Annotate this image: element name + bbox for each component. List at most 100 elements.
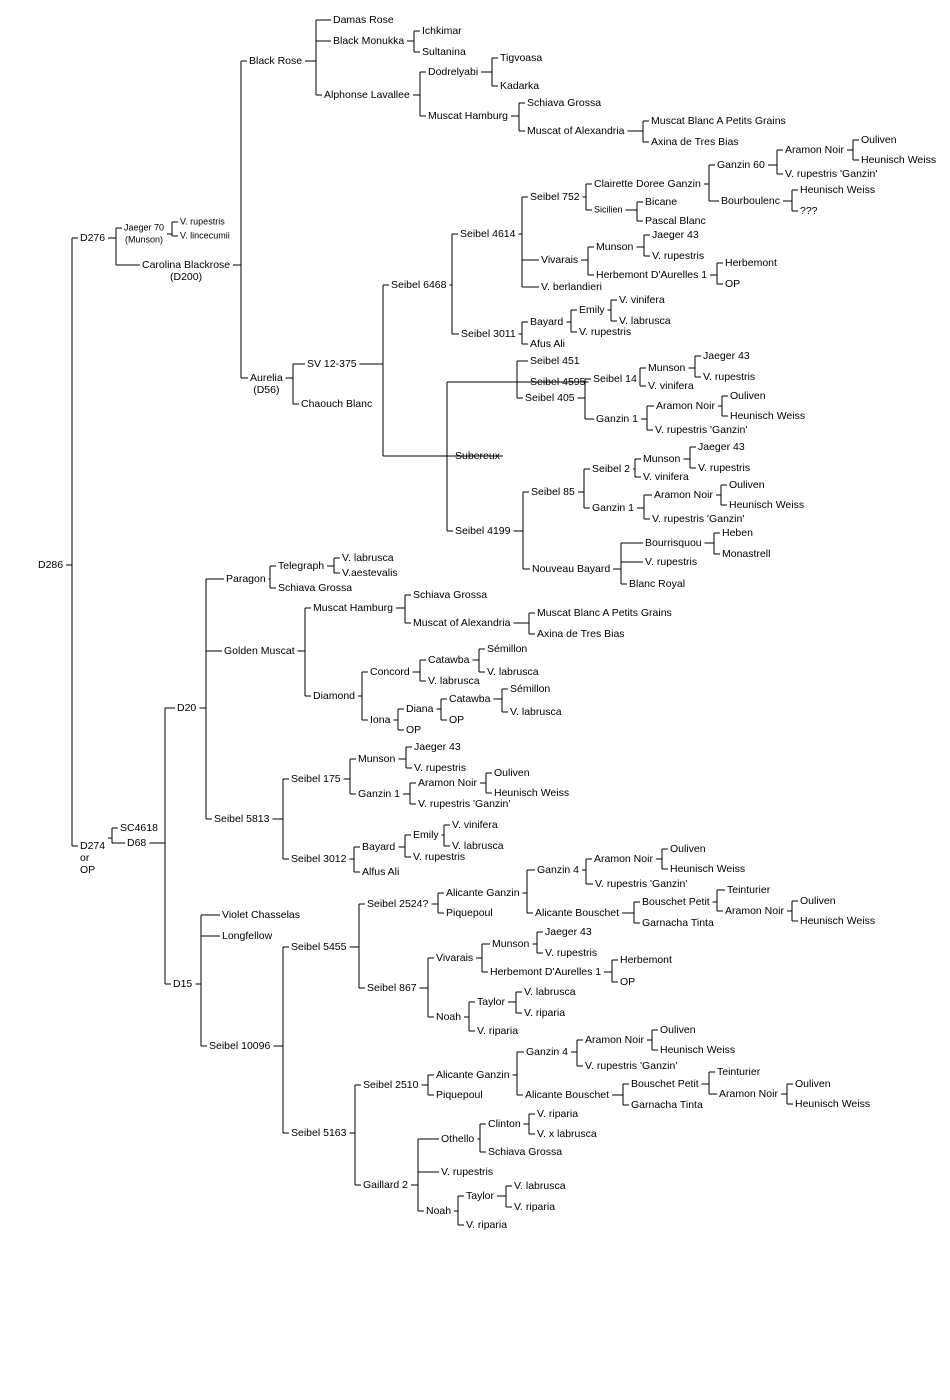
node-aramon-noir: Aramon Noir: [418, 777, 477, 789]
node-blanc-royal: Blanc Royal: [629, 578, 685, 590]
node-catawba: Catawba: [428, 654, 470, 666]
node-muscat-blanc-a-petits-grains: Muscat Blanc A Petits Grains: [651, 115, 786, 127]
node-muscat-of-alexandria: Muscat of Alexandria: [413, 617, 511, 629]
node-v-rupestris-ganzin: V. rupestris 'Ganzin': [585, 1060, 677, 1072]
node-clinton: Clinton: [488, 1118, 521, 1130]
node-ganzin-60: Ganzin 60: [717, 159, 765, 171]
node-v-rupestris: V. rupestris: [441, 1166, 493, 1178]
node-d15: D15: [173, 978, 192, 990]
node-axina-de-tres-bias: Axina de Tres Bias: [537, 628, 625, 640]
node-carolina-blackrose-line2: (D200): [170, 271, 202, 283]
node-d68: D68: [127, 837, 146, 849]
node-seibel-175: Seibel 175: [291, 773, 341, 785]
node-black-rose: Black Rose: [249, 55, 302, 67]
node-noah: Noah: [426, 1205, 451, 1217]
node-v-rupestris: V. rupestris: [652, 250, 704, 262]
node-s-millon: Sémillon: [487, 643, 527, 655]
node-bourrisquou: Bourrisquou: [645, 537, 702, 549]
node-schiava-grossa: Schiava Grossa: [527, 97, 601, 109]
node-aramon-noir: Aramon Noir: [719, 1088, 778, 1100]
node-teinturier: Teinturier: [717, 1066, 761, 1078]
node-muscat-blanc-a-petits-grains: Muscat Blanc A Petits Grains: [537, 607, 672, 619]
node-seibel-10096: Seibel 10096: [209, 1040, 270, 1052]
node-gaillard-2: Gaillard 2: [363, 1179, 408, 1191]
node-heunisch-weiss: Heunisch Weiss: [494, 787, 569, 799]
node-seibel-5813: Seibel 5813: [214, 813, 270, 825]
node-ouliven: Ouliven: [660, 1024, 696, 1036]
node-teinturier: Teinturier: [727, 884, 771, 896]
node-aurelia-line2: (D56): [253, 384, 279, 396]
node-ganzin-1: Ganzin 1: [592, 502, 634, 514]
node-violet-chasselas: Violet Chasselas: [222, 909, 300, 921]
node-sicilien: Sicilien: [594, 204, 623, 214]
node-jaeger-43: Jaeger 43: [703, 350, 750, 362]
node-diana: Diana: [406, 703, 434, 715]
node-ganzin-4: Ganzin 4: [537, 864, 579, 876]
node-v-rupestris: V. rupestris: [413, 851, 465, 863]
node-afus-ali: Afus Ali: [530, 338, 565, 350]
node-noah: Noah: [436, 1011, 461, 1023]
node-garnacha-tinta: Garnacha Tinta: [631, 1099, 703, 1111]
node-schiava-grossa: Schiava Grossa: [278, 582, 352, 594]
node-v-rupestris-ganzin: V. rupestris 'Ganzin': [595, 878, 687, 890]
node-schiava-grossa: Schiava Grossa: [413, 589, 487, 601]
node-ganzin-1: Ganzin 1: [358, 788, 400, 800]
node-heunisch-weiss: Heunisch Weiss: [861, 154, 936, 166]
node-muscat-hamburg: Muscat Hamburg: [428, 110, 508, 122]
node-seibel-3012: Seibel 3012: [291, 853, 347, 865]
node-kadarka: Kadarka: [500, 80, 539, 92]
node-vivarais: Vivarais: [541, 254, 578, 266]
node-chaouch-blanc: Chaouch Blanc: [301, 398, 372, 410]
node-heunisch-weiss: Heunisch Weiss: [660, 1044, 735, 1056]
node-v-riparia: V. riparia: [537, 1108, 578, 1120]
node-munson: Munson: [648, 362, 686, 374]
node-v-rupestris: V. rupestris: [703, 371, 755, 383]
node-sultanina: Sultanina: [422, 46, 466, 58]
node-op: OP: [725, 278, 740, 290]
node-munson: Munson: [643, 453, 681, 465]
node-aramon-noir: Aramon Noir: [585, 1034, 644, 1046]
node-node: ???: [800, 205, 818, 217]
node-v-rupestris: V. rupestris: [545, 947, 597, 959]
node-ouliven: Ouliven: [730, 390, 766, 402]
node-taylor: Taylor: [477, 996, 506, 1008]
node-v-riparia: V. riparia: [524, 1007, 565, 1019]
node-aramon-noir: Aramon Noir: [594, 853, 653, 865]
node-sc4618: SC4618: [120, 822, 158, 834]
node-v-vinifera: V. vinifera: [643, 471, 689, 483]
node-ganzin-4: Ganzin 4: [526, 1046, 568, 1058]
node-aramon-noir: Aramon Noir: [654, 489, 713, 501]
node-seibel-867: Seibel 867: [367, 982, 417, 994]
node-v-rupestris: V. rupestris: [579, 326, 631, 338]
node-ganzin-1: Ganzin 1: [596, 413, 638, 425]
node-ouliven: Ouliven: [494, 767, 530, 779]
node-heunisch-weiss: Heunisch Weiss: [800, 184, 875, 196]
node-axina-de-tres-bias: Axina de Tres Bias: [651, 136, 739, 148]
node-vivarais: Vivarais: [436, 952, 473, 964]
node-alfus-ali: Alfus Ali: [362, 866, 399, 878]
node-muscat-of-alexandria: Muscat of Alexandria: [527, 125, 625, 137]
node-op: OP: [449, 714, 464, 726]
node-piquepoul: Piquepoul: [446, 907, 493, 919]
node-bouschet-petit: Bouschet Petit: [631, 1078, 699, 1090]
node-herbemont: Herbemont: [725, 257, 777, 269]
node-heunisch-weiss: Heunisch Weiss: [670, 863, 745, 875]
node-v-riparia: V. riparia: [514, 1201, 555, 1213]
node-seibel-5455: Seibel 5455: [291, 941, 347, 953]
node-bayard: Bayard: [362, 841, 395, 853]
node-alicante-bouschet: Alicante Bouschet: [525, 1089, 609, 1101]
node-d274-line3: OP: [80, 864, 95, 876]
node-clairette-doree-ganzin: Clairette Doree Ganzin: [594, 178, 701, 190]
node-v-aestevalis: V.aestevalis: [342, 567, 398, 579]
node-d274-line2: or: [80, 852, 90, 864]
node-v-vinifera: V. vinifera: [619, 294, 665, 306]
node-s-millon: Sémillon: [510, 683, 550, 695]
node-herbemont-d-aurelles-1: Herbemont D'Aurelles 1: [596, 269, 707, 281]
node-piquepoul: Piquepoul: [436, 1089, 483, 1101]
node-seibel-5163: Seibel 5163: [291, 1127, 347, 1139]
node-seibel-451: Seibel 451: [530, 355, 580, 367]
node-v-labrusca: V. labrusca: [452, 840, 504, 852]
node-heunisch-weiss: Heunisch Weiss: [729, 499, 804, 511]
node-ouliven: Ouliven: [800, 895, 836, 907]
